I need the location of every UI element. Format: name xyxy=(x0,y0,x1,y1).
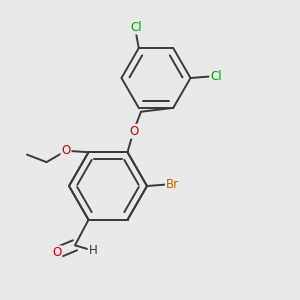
Text: Br: Br xyxy=(166,178,179,191)
Text: O: O xyxy=(129,125,138,138)
Text: H: H xyxy=(88,244,98,257)
Text: Cl: Cl xyxy=(210,70,222,83)
Text: Cl: Cl xyxy=(130,21,142,34)
Text: O: O xyxy=(61,144,70,157)
Text: O: O xyxy=(52,246,62,259)
